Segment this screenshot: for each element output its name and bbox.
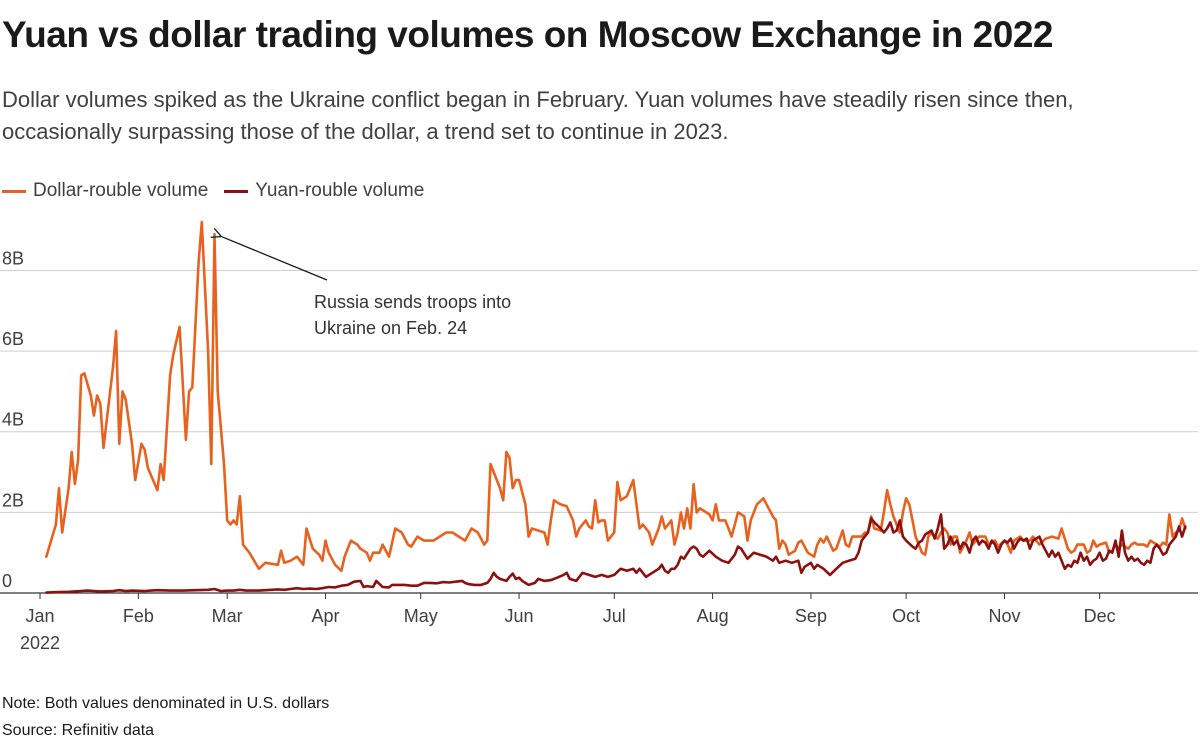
source-text: Source: Refinitiv data (2, 722, 155, 739)
gridlines (0, 269, 1198, 594)
chart-legend: Dollar-rouble volume Yuan-rouble volume (2, 180, 424, 202)
x-tick-label: Feb (123, 606, 154, 626)
x-tick-label: May (404, 606, 438, 626)
annotation-text-line1: Russia sends troops into (314, 292, 511, 312)
x-tick-label: Apr (312, 606, 340, 626)
y-tick-label: 2B (2, 490, 24, 510)
x-tick-label: Nov (988, 606, 1020, 626)
x-tick-label: Jan (25, 606, 54, 626)
x-tick-label: Dec (1084, 606, 1116, 626)
legend-label-dollar: Dollar-rouble volume (33, 180, 209, 201)
y-axis-ticks: 0 2B 4B 6B 8B (2, 248, 24, 591)
line-chart: 0 2B 4B 6B 8B Jan 2022 Feb Mar Apr May Jun Jul Aug Se… (0, 220, 1198, 653)
legend-item-dollar: Dollar-rouble volume (2, 180, 208, 202)
annotation-arrow (220, 236, 328, 281)
x-tick-label: Sep (795, 606, 827, 626)
y-tick-label: 6B (2, 329, 24, 349)
legend-label-yuan: Yuan-rouble volume (255, 180, 425, 201)
y-tick-label: 4B (2, 410, 24, 430)
legend-swatch-dollar (2, 189, 26, 193)
legend-swatch-yuan (224, 189, 249, 193)
series-line-dollar-rouble (45, 220, 1187, 573)
series-line-yuan-rouble (45, 513, 1187, 594)
x-tick-label: Jul (603, 606, 626, 626)
chart-subtitle: Dollar volumes spiked as the Ukraine con… (2, 87, 1074, 144)
note-text: Note: Both values denominated in U.S. do… (2, 695, 330, 712)
x-tick-sublabel: 2022 (20, 633, 60, 653)
y-tick-label: 8B (2, 248, 24, 268)
x-tick-label: Jun (505, 606, 534, 626)
x-tick-label: Oct (892, 606, 920, 626)
annotation: Russia sends troops into Ukraine on Feb.… (220, 236, 511, 338)
annotation-text-line2: Ukraine on Feb. 24 (314, 318, 467, 338)
chart-title: Yuan vs dollar trading volumes on Moscow… (2, 14, 1053, 55)
legend-item-yuan: Yuan-rouble volume (224, 180, 424, 202)
x-axis-ticks: Jan 2022 Feb Mar Apr May Jun Jul Aug Sep Oct Nov Dec (20, 593, 1116, 653)
x-tick-label: Aug (697, 606, 729, 626)
x-tick-label: Mar (212, 606, 243, 626)
series-lines (45, 220, 1187, 594)
y-tick-label: 0 (2, 571, 12, 591)
footnotes: Note: Both values denominated in U.S. do… (2, 690, 329, 744)
